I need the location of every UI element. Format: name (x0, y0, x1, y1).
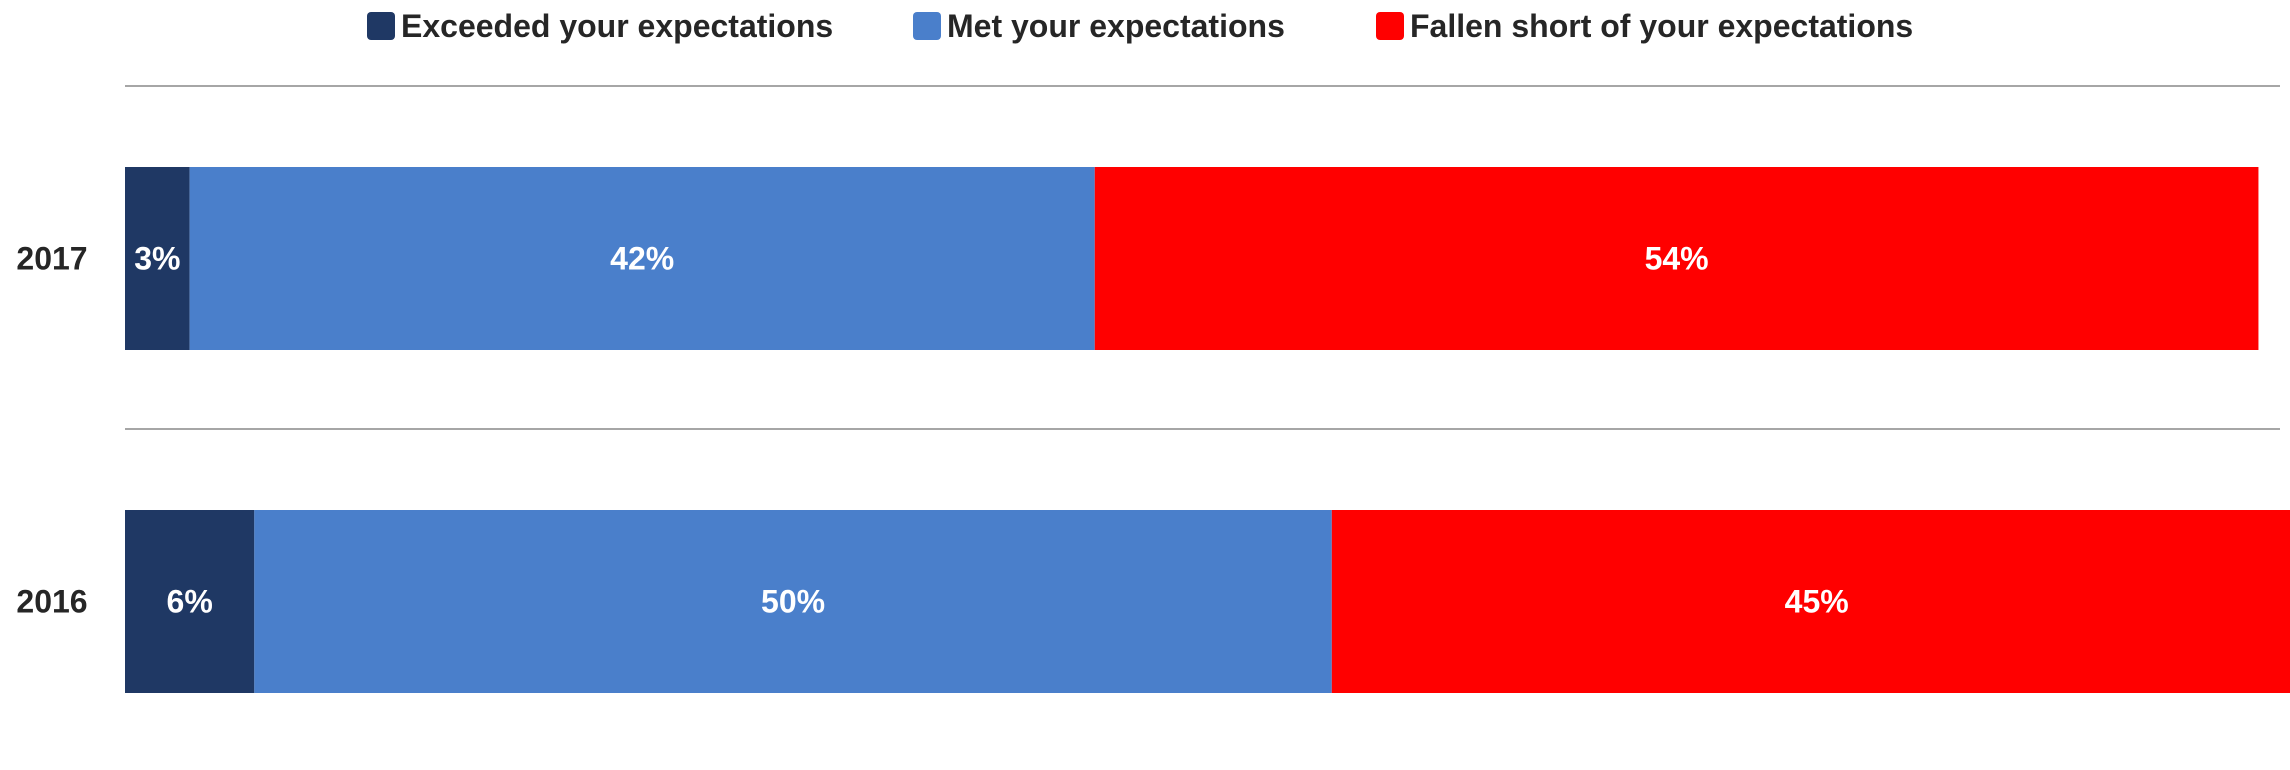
bar-segment (189, 167, 1095, 350)
legend-swatch-exceeded (367, 12, 395, 40)
bar-segment (1094, 167, 2259, 350)
bar-segment (125, 167, 190, 350)
legend-item-exceeded: Exceeded your expectations (367, 7, 834, 44)
bar-segment (125, 510, 255, 693)
legend-swatch-met (913, 12, 941, 40)
legend-item-met: Met your expectations (913, 7, 1285, 44)
legend-item-fallen-short: Fallen short of your expectations (1376, 7, 1914, 44)
data-label: 6% (167, 584, 213, 620)
category-label: 2017 (16, 241, 87, 277)
data-label: 3% (134, 241, 180, 277)
legend-label-fallen-short: Fallen short of your expectations (1410, 7, 1914, 44)
data-label: 50% (761, 584, 825, 620)
bar-segment (1331, 510, 2290, 693)
legend-swatch-fallen-short (1376, 12, 1404, 40)
legend-label-exceeded: Exceeded your expectations (401, 7, 834, 44)
legend-label-met: Met your expectations (947, 7, 1285, 44)
category-label: 2016 (16, 584, 87, 620)
legend: Exceeded your expectations Met your expe… (0, 0, 2290, 50)
data-label: 54% (1645, 241, 1709, 277)
bar-segment (254, 510, 1332, 693)
data-label: 42% (610, 241, 674, 277)
data-label: 45% (1785, 584, 1849, 620)
